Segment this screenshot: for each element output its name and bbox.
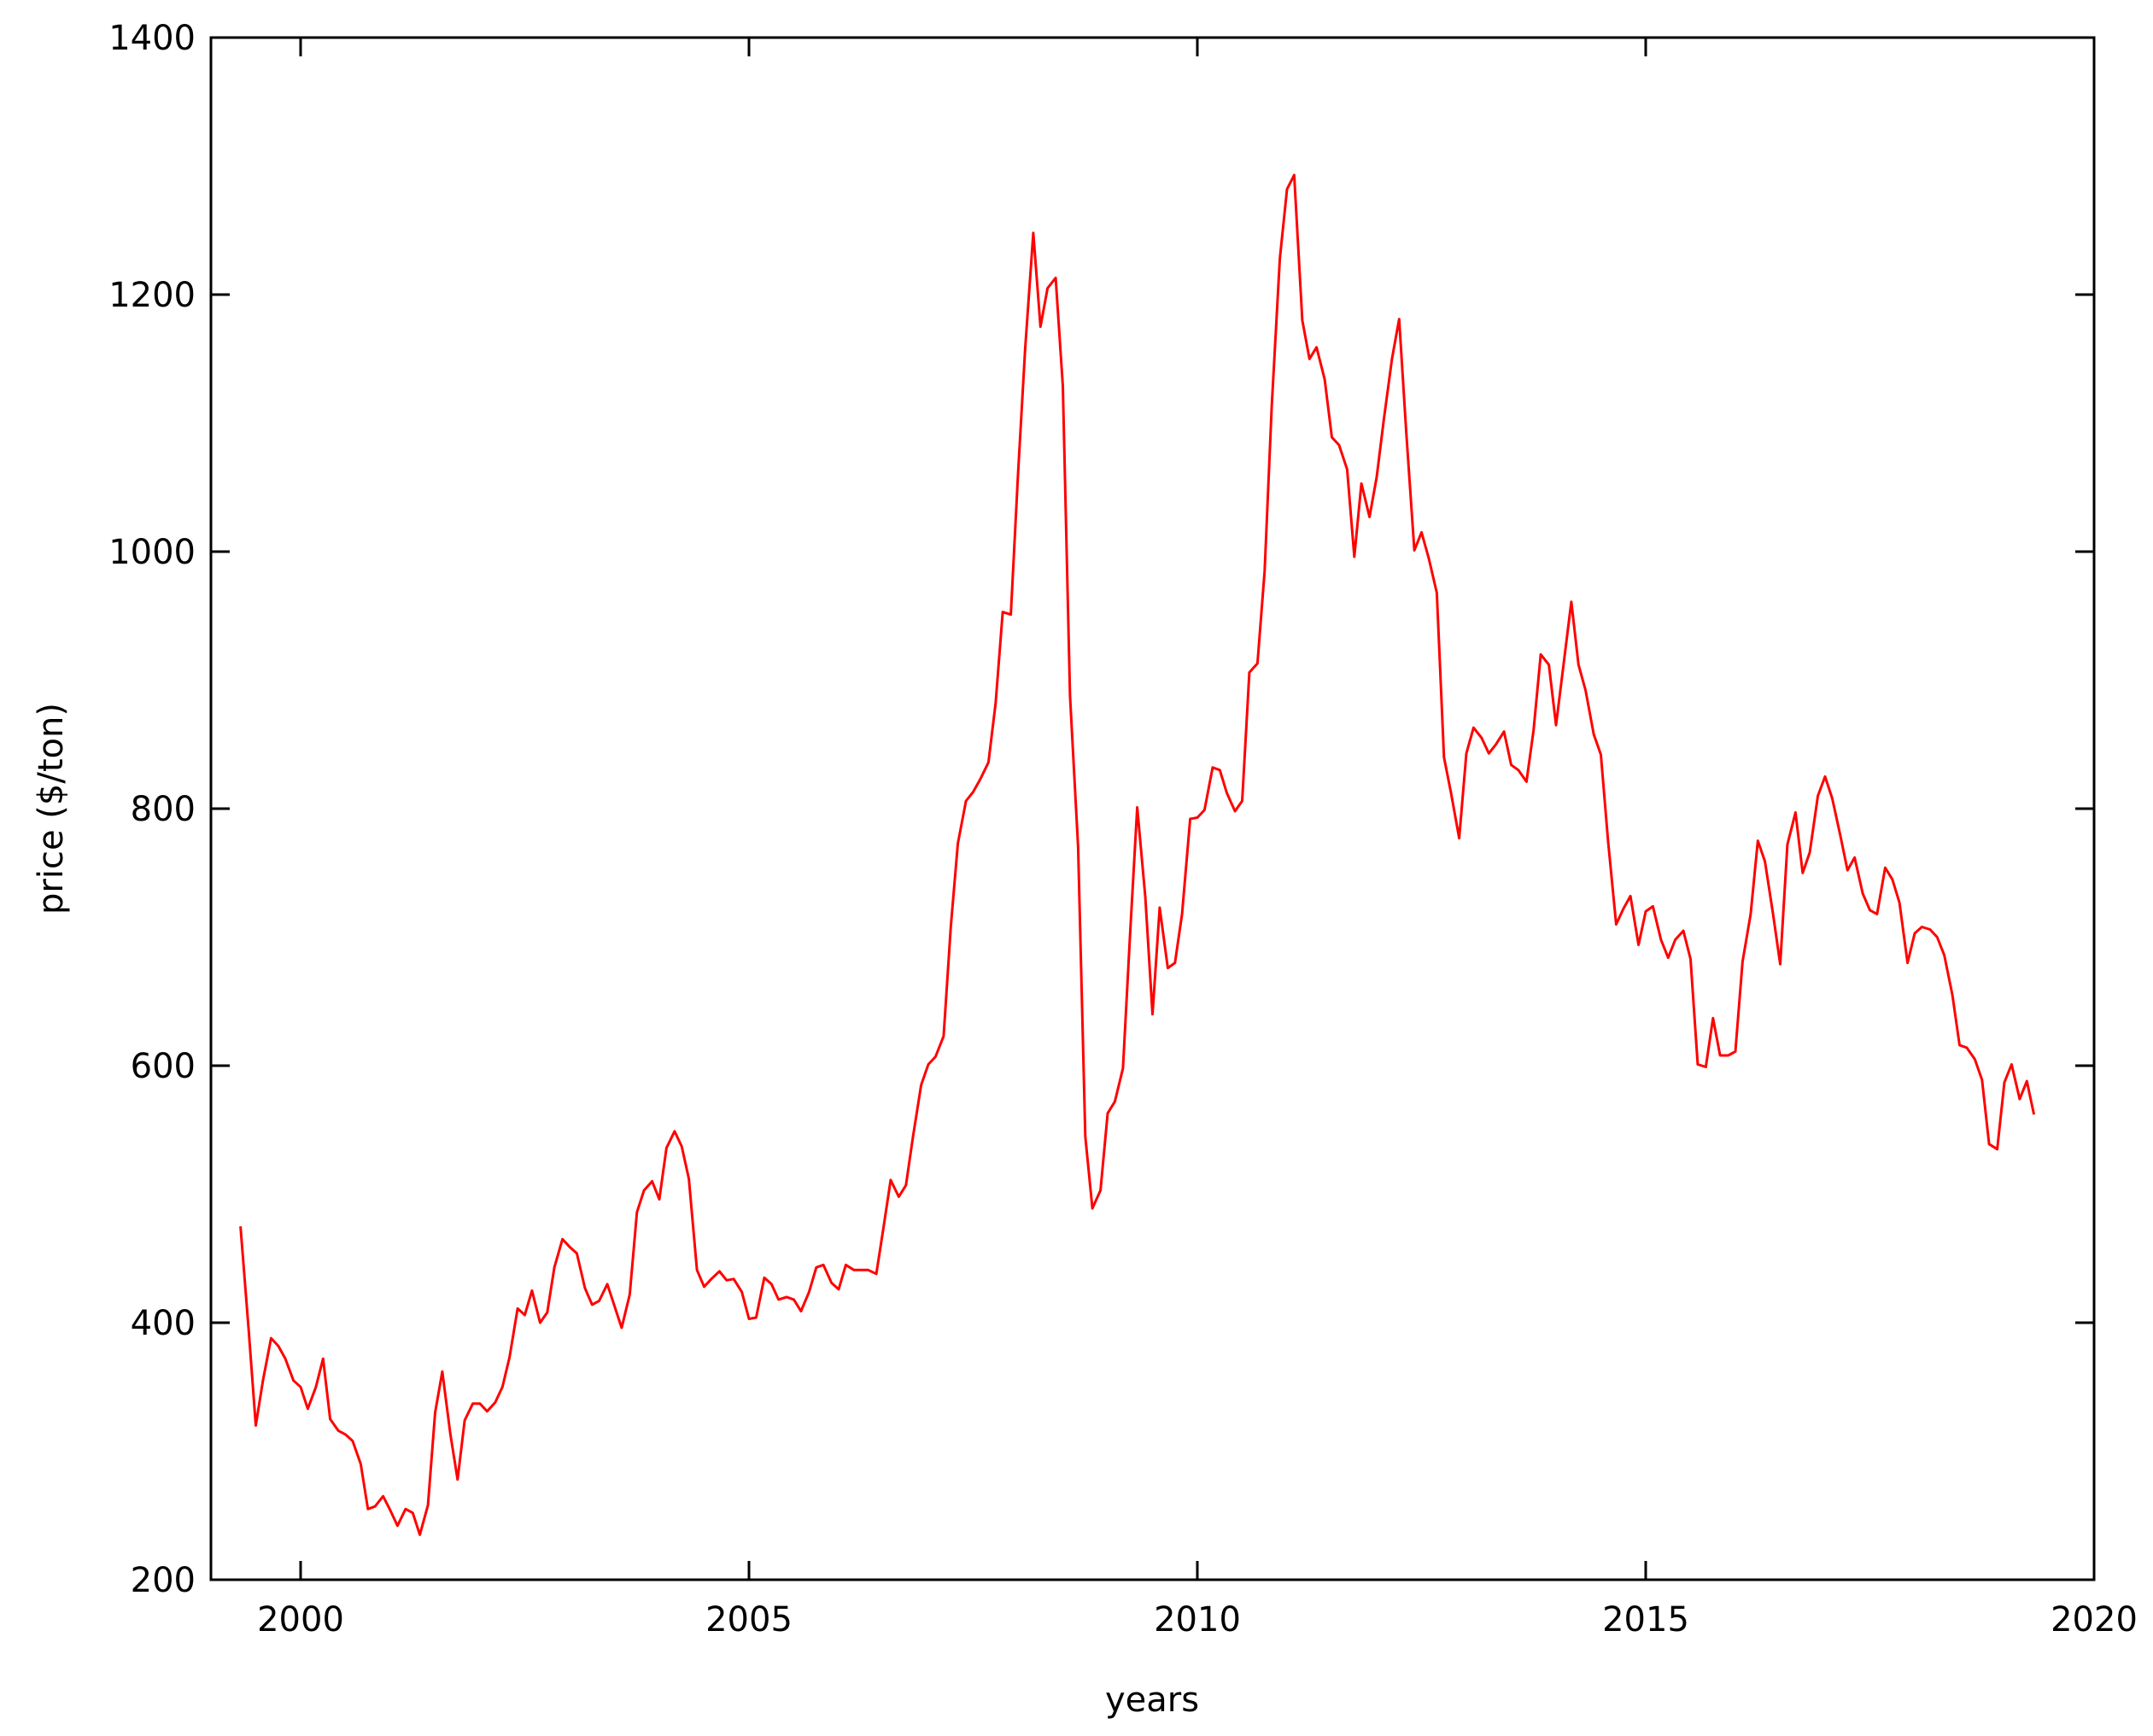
x-tick-label: 2010	[1154, 1600, 1241, 1640]
x-axis-title: years	[1105, 1680, 1199, 1720]
plot-frame	[209, 36, 2096, 1581]
x-tick-label: 2015	[1602, 1600, 1689, 1640]
y-tick-label: 400	[131, 1304, 196, 1343]
y-axis-ticks: 200 400 600 800 1000 1200 1400	[108, 19, 2094, 1600]
y-tick-label: 200	[131, 1561, 196, 1600]
y-tick-label: 1400	[108, 19, 196, 58]
x-tick-label: 2005	[705, 1600, 793, 1640]
y-tick-label: 1200	[108, 276, 196, 315]
x-tick-label: 2020	[2051, 1600, 2138, 1640]
price-series-line	[239, 173, 2036, 1536]
y-axis-title: price ($/ton)	[32, 703, 71, 915]
x-axis-ticks: 2000 2005 2010 2015 2020	[257, 38, 2138, 1640]
series-layer	[239, 173, 2036, 1536]
y-tick-label: 600	[131, 1047, 196, 1086]
x-tick-label: 2000	[257, 1600, 344, 1640]
y-tick-label: 800	[131, 790, 196, 829]
y-tick-label: 1000	[108, 533, 196, 572]
